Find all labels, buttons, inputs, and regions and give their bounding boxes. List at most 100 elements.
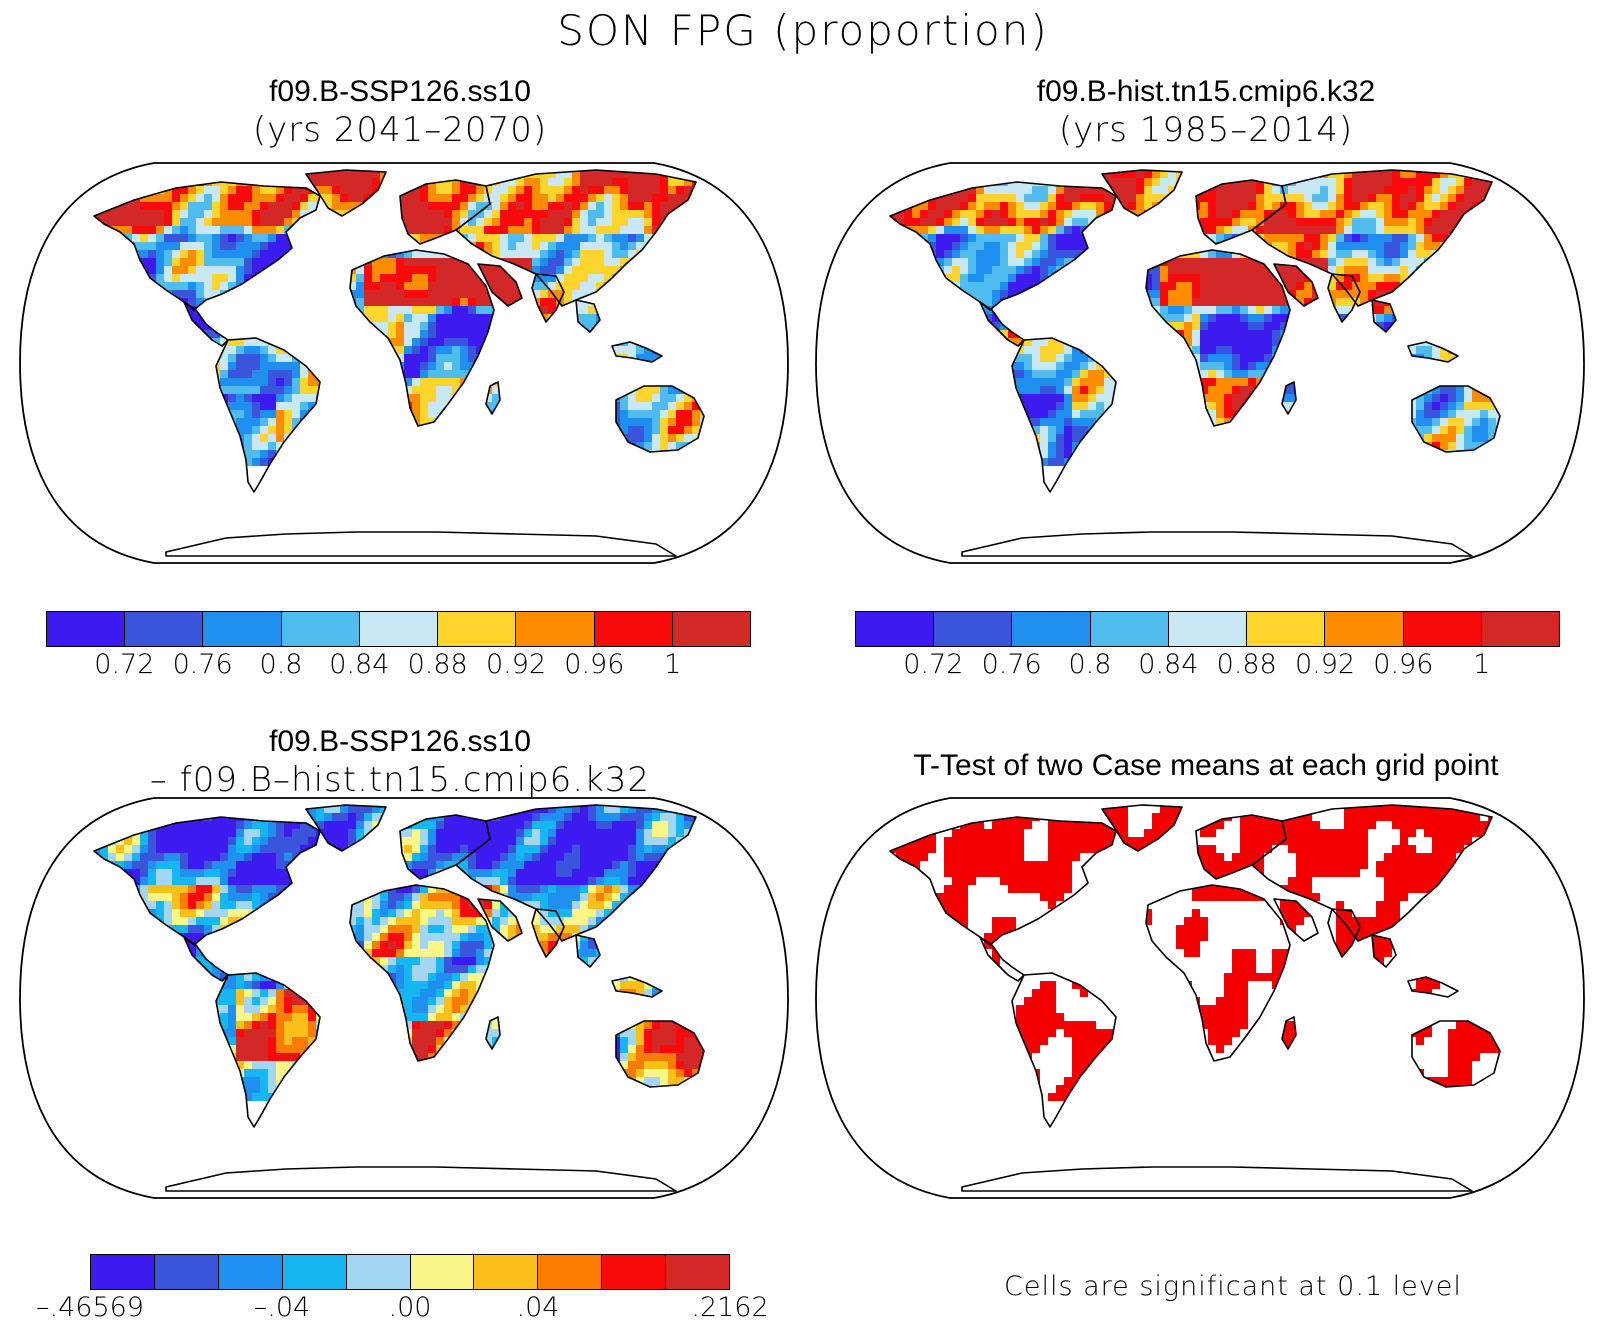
panel-future-case-name: f09.B-SSP126.ss10	[269, 75, 531, 108]
coastline-antarctica	[165, 1166, 677, 1192]
panel-title-future: f09.B-SSP126.ss10 (yrs 2041–2070)	[0, 74, 800, 150]
coastline-india	[531, 908, 565, 958]
colorbar-tick-label: 0.8	[1068, 649, 1112, 680]
colorbar-tick-label: 0.88	[407, 649, 468, 680]
colorbar-tick-label: 0.76	[981, 649, 1042, 680]
land-field	[890, 170, 1500, 466]
colorbar-swatch-8	[602, 1255, 667, 1289]
coastline-centralAmerica	[979, 301, 1025, 347]
colorbar-tick-label: 0.72	[94, 649, 155, 680]
colorbar-tick-label: 1	[664, 649, 682, 680]
colorbar-swatch-7	[538, 1255, 603, 1289]
colorbar-tick-label: .00	[388, 1292, 432, 1323]
map-diff	[16, 795, 792, 1201]
map-frame	[19, 797, 789, 1199]
colorbar-hist: 0.72 0.76 0.8 0.84 0.88 0.92 0.96 1	[855, 611, 1560, 681]
colorbar-swatch-7	[1403, 612, 1482, 646]
coastline-indonesia	[611, 341, 663, 363]
coastline-indonesia	[1407, 976, 1459, 998]
colorbar-tick-label: 1	[1473, 649, 1491, 680]
colorbar-swatch-2	[218, 1255, 283, 1289]
colorbar-tick-label: 0.92	[485, 649, 547, 680]
colorbar-swatches	[855, 611, 1560, 647]
coastline-antarctica	[961, 1166, 1473, 1192]
figure-title: SON FPG (proportion)	[557, 6, 1049, 55]
colorbar-tick-label: 0.96	[1373, 649, 1434, 680]
colorbar-swatch-3	[1090, 612, 1169, 646]
colorbar-swatch-4	[1168, 612, 1248, 646]
colorbar-swatch-5	[438, 612, 517, 646]
colorbar-swatch-1	[125, 612, 204, 646]
panel-title-diff: f09.B-SSP126.ss10 – f09.B–hist.tn15.cmip…	[0, 724, 800, 800]
coastline-seAsia	[1371, 299, 1397, 333]
colorbar-swatch-9	[666, 1255, 730, 1289]
coastline-india	[531, 273, 565, 323]
panel-title-hist: f09.B-hist.tn15.cmip6.k32 (yrs 1985–2014…	[806, 74, 1606, 150]
panel-hist-years: (yrs 1985–2014)	[1058, 110, 1354, 150]
colorbar-swatches	[46, 611, 751, 647]
coastline-southAmerica	[1011, 972, 1117, 1128]
colorbar-swatch-2	[203, 612, 282, 646]
colorbar-swatch-6	[1325, 612, 1404, 646]
colorbar-tick-label: 0.92	[1294, 649, 1356, 680]
coastline-africa	[349, 249, 495, 427]
map-ttest	[812, 795, 1588, 1201]
coastline-asia	[455, 169, 697, 307]
coastline-seAsia	[1371, 934, 1397, 968]
map-frame	[815, 162, 1585, 564]
map-future	[16, 160, 792, 566]
colorbar-swatch-0	[47, 612, 126, 646]
coastline-arabia	[477, 263, 523, 307]
panel-hist-case-name: f09.B-hist.tn15.cmip6.k32	[1036, 75, 1376, 108]
coastline-centralAmerica	[183, 936, 229, 982]
coastline-southAmerica	[215, 337, 321, 493]
coastline-greenland	[305, 169, 387, 217]
coastline-asia	[1251, 804, 1493, 942]
coastline-northAmerica	[93, 816, 321, 946]
colorbar-swatch-3	[282, 1255, 347, 1289]
coastline-india	[1327, 273, 1361, 323]
colorbar-swatch-0	[91, 1255, 155, 1289]
colorbar-tick-labels: 0.72 0.76 0.8 0.84 0.88 0.92 0.96 1	[46, 647, 751, 681]
coastline-antarctica	[961, 531, 1473, 557]
map-frame	[815, 797, 1585, 1199]
coastline-asia	[455, 804, 697, 942]
panel-future-years: (yrs 2041–2070)	[252, 110, 548, 150]
coastline-australia	[615, 1020, 705, 1088]
coastline-seAsia	[575, 934, 601, 968]
colorbar-tick-label: 0.76	[172, 649, 233, 680]
coastline-indonesia	[611, 976, 663, 998]
coastline-antarctica	[165, 531, 677, 557]
coastline-southAmerica	[1011, 337, 1117, 493]
map-frame	[19, 162, 789, 564]
colorbar-tick-labels: 0.72 0.76 0.8 0.84 0.88 0.92 0.96 1	[855, 647, 1560, 681]
colorbar-future: 0.72 0.76 0.8 0.84 0.88 0.92 0.96 1	[46, 611, 751, 681]
coastline-australia	[1411, 1020, 1501, 1088]
colorbar-tick-label: –.04	[253, 1292, 311, 1323]
panel-diff-case-name: f09.B-SSP126.ss10	[269, 725, 531, 758]
coastline-northAmerica	[889, 181, 1117, 311]
colorbar-tick-label: –.46569	[36, 1292, 144, 1323]
colorbar-swatch-8	[672, 612, 750, 646]
coastline-centralAmerica	[979, 936, 1025, 982]
colorbar-swatch-5	[410, 1255, 475, 1289]
colorbar-swatch-8	[1481, 612, 1559, 646]
coastline-asia	[1251, 169, 1493, 307]
colorbar-diff: –.46569 –.04 .00 .04 .2162	[36, 1254, 769, 1324]
coastline-madagascar	[1281, 1016, 1297, 1050]
coastline-arabia	[477, 898, 523, 942]
coastline-madagascar	[485, 1016, 501, 1050]
coastline-southAmerica	[215, 972, 321, 1128]
coastline-seAsia	[575, 299, 601, 333]
colorbar-swatch-0	[856, 612, 935, 646]
coastline-australia	[1411, 385, 1501, 453]
colorbar-tick-label: 0.72	[903, 649, 964, 680]
colorbar-swatch-5	[1247, 612, 1326, 646]
coastline-india	[1327, 908, 1361, 958]
coastline-madagascar	[485, 381, 501, 415]
coastline-arabia	[1273, 263, 1319, 307]
panel-ttest-title: T-Test of two Case means at each grid po…	[913, 749, 1499, 782]
colorbar-swatch-3	[281, 612, 360, 646]
panel-diff-minus-case: – f09.B–hist.tn15.cmip6.k32	[149, 760, 651, 800]
colorbar-tick-label: 0.84	[329, 649, 390, 680]
